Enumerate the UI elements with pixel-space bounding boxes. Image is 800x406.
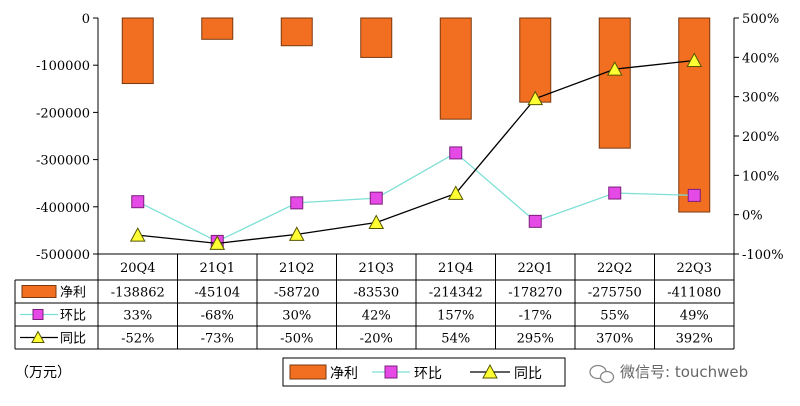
table-cell: 42% (362, 309, 391, 324)
table-cell: -275750 (588, 286, 642, 301)
qoq-point-22Q3 (687, 188, 701, 202)
yoy-point-22Q1 (527, 90, 544, 106)
category-label-21Q1: 21Q1 (200, 261, 235, 276)
right-tick-label: 300% (742, 91, 779, 106)
yoy-point-22Q2 (606, 61, 623, 76)
qoq-line (137, 152, 695, 243)
legend-key-yoy-marker (482, 363, 498, 379)
left-axis: 0 -100000 -200000 -300000 -400000 -500000 (36, 12, 98, 263)
left-tick-label: -400000 (36, 201, 90, 216)
category-label-22Q1: 22Q1 (518, 261, 553, 276)
category-label-20Q4: 20Q4 (120, 261, 155, 276)
category-label-21Q3: 21Q3 (359, 261, 394, 276)
table-cell: 54% (441, 332, 470, 347)
table-cell: -214342 (429, 286, 483, 301)
bars-layer (121, 17, 711, 213)
table-cell: -50% (280, 332, 313, 347)
category-label-21Q2: 21Q2 (279, 261, 314, 276)
bar-21Q2 (280, 17, 313, 47)
right-axis: 500% 400% 300% 200% 100% 0% -100% (734, 12, 784, 263)
wechat-icon (589, 364, 615, 384)
legend: 净利 环比 同比 (282, 357, 566, 387)
table-cell: -138862 (111, 286, 165, 301)
table-cell: -83530 (353, 286, 399, 301)
yoy-point-21Q3 (368, 214, 385, 230)
table-cell: 33% (123, 309, 152, 324)
table-cell: -178270 (508, 286, 562, 301)
qoq-point-21Q3 (369, 191, 383, 205)
right-tick-label: 500% (742, 12, 779, 27)
right-tick-label: 400% (742, 51, 779, 66)
table-key-yoy-marker (31, 330, 45, 343)
table-cell: -45104 (194, 286, 240, 301)
qoq-point-20Q4 (131, 195, 145, 209)
left-tick-label: -500000 (36, 248, 90, 263)
category-label-22Q2: 22Q2 (597, 261, 632, 276)
yoy-line (137, 59, 695, 245)
yoy-point-21Q2 (288, 226, 305, 241)
bar-21Q3 (360, 17, 393, 58)
right-tick-label: 0% (742, 209, 763, 224)
left-tick-label: -300000 (36, 154, 90, 169)
table-row-name: 同比 (60, 332, 86, 347)
watermark: 微信号: touchweb (589, 363, 748, 384)
plot-frame (97, 18, 735, 255)
qoq-point-21Q4 (449, 146, 463, 160)
qoq-point-22Q2 (608, 186, 622, 200)
table-cell: 157% (437, 309, 474, 324)
table-key-qoq-marker (32, 309, 44, 320)
table-cell: 370% (596, 332, 633, 347)
table-cell: 49% (680, 309, 709, 324)
legend-key-bar (289, 364, 327, 380)
bar-20Q4 (121, 17, 154, 85)
category-label-22Q3: 22Q3 (677, 261, 712, 276)
watermark-text: 微信号: touchweb (620, 363, 748, 381)
legend-label: 净利 (330, 366, 358, 382)
unit-label: （万元） (15, 365, 71, 381)
left-tick-label: 0 (82, 12, 90, 27)
table-cell: 295% (517, 332, 554, 347)
table-key-bar (21, 285, 57, 298)
category-label-21Q4: 21Q4 (438, 261, 473, 276)
legend-label: 环比 (414, 366, 442, 382)
right-tick-label: 100% (742, 169, 779, 184)
left-tick-label: -100000 (36, 59, 90, 74)
bar-22Q2 (598, 17, 631, 149)
legend-key-qoq-marker (384, 365, 398, 379)
table-cell: -58720 (274, 286, 320, 301)
right-tick-label: 200% (742, 130, 779, 145)
table-cell: 55% (600, 309, 629, 324)
legend-box (282, 357, 566, 387)
yoy-point-22Q3 (686, 52, 703, 67)
bar-22Q1 (519, 17, 552, 103)
yoy-point-21Q4 (447, 185, 464, 200)
table-cell: -20% (360, 332, 393, 347)
bar-21Q1 (201, 17, 234, 40)
table-cell: -52% (121, 332, 154, 347)
right-tick-label: -100% (742, 248, 784, 263)
yoy-point-21Q1 (209, 235, 226, 250)
legend-label: 同比 (514, 366, 542, 382)
table-cell: -73% (201, 332, 234, 347)
qoq-point-22Q1 (528, 214, 542, 228)
table-cell: 392% (676, 332, 713, 347)
bar-22Q3 (678, 17, 711, 213)
table-cell: -17% (519, 309, 552, 324)
qoq-point-21Q2 (290, 196, 304, 210)
lines-layer (129, 52, 703, 250)
yoy-point-20Q4 (129, 227, 146, 242)
table-cell: -68% (201, 309, 234, 324)
bar-21Q4 (439, 17, 472, 120)
table-cell: 30% (282, 309, 311, 324)
table-row-name: 环比 (60, 309, 86, 324)
left-tick-label: -200000 (36, 106, 90, 121)
table-cell: -411080 (667, 286, 721, 301)
table-row-name: 净利 (60, 286, 86, 301)
